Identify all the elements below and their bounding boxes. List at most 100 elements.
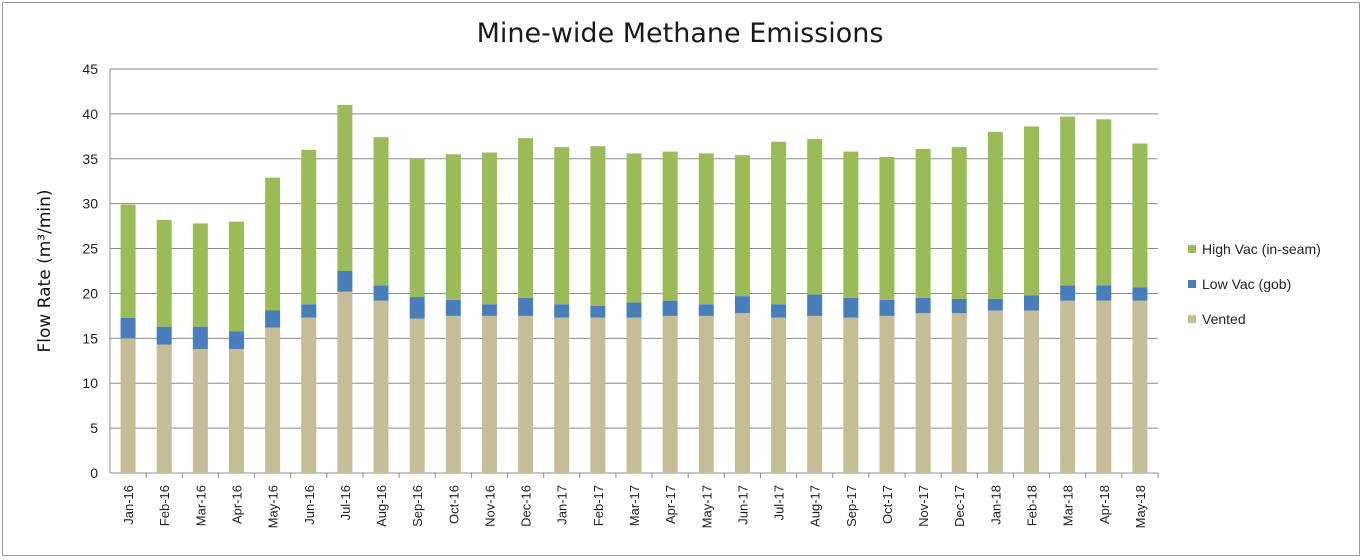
- bar-low-vac-gob: [120, 317, 136, 339]
- bar-high-vac-in-seam: [481, 152, 497, 305]
- bar-high-vac-in-seam: [915, 148, 931, 298]
- bar-low-vac-gob: [915, 297, 931, 314]
- x-tick-label: May-18: [1133, 485, 1148, 528]
- bar-vented: [915, 313, 931, 473]
- bar-vented: [518, 315, 534, 473]
- x-tick-label: Aug-17: [808, 485, 823, 527]
- bar-high-vac-in-seam: [445, 154, 461, 300]
- bar-high-vac-in-seam: [771, 141, 787, 305]
- bar-high-vac-in-seam: [554, 147, 570, 305]
- bar-high-vac-in-seam: [951, 147, 967, 299]
- bar-high-vac-in-seam: [228, 221, 244, 332]
- bar-vented: [626, 317, 642, 473]
- bar-vented: [662, 315, 678, 473]
- x-tick-label: Apr-16: [229, 485, 244, 524]
- bar-vented: [228, 349, 244, 473]
- legend-label-vented: Vented: [1202, 311, 1246, 327]
- y-tick-label: 0: [90, 465, 98, 481]
- bar-low-vac-gob: [987, 298, 1003, 311]
- bar-low-vac-gob: [409, 297, 425, 319]
- x-tick-label: Jan-17: [555, 485, 570, 525]
- bar-vented: [590, 317, 606, 473]
- bar-vented: [951, 313, 967, 473]
- bar-high-vac-in-seam: [1096, 119, 1112, 286]
- bar-vented: [1060, 300, 1076, 473]
- bar-vented: [373, 300, 389, 473]
- bar-low-vac-gob: [734, 296, 750, 314]
- y-tick-label: 20: [82, 285, 98, 301]
- bar-high-vac-in-seam: [301, 149, 317, 305]
- x-tick-label: Mar-17: [627, 485, 642, 526]
- x-tick-label: Apr-17: [663, 485, 678, 524]
- x-tick-label: Jul-16: [338, 485, 353, 520]
- legend-label-high-vac-in-seam: High Vac (in-seam): [1202, 241, 1321, 257]
- bar-high-vac-in-seam: [337, 104, 353, 272]
- bar-low-vac-gob: [626, 302, 642, 318]
- bar-vented: [445, 315, 461, 473]
- bar-low-vac-gob: [518, 297, 534, 316]
- x-tick-label: Jan-16: [121, 485, 136, 525]
- bar-high-vac-in-seam: [265, 177, 281, 311]
- bar-low-vac-gob: [843, 297, 859, 318]
- bar-vented: [807, 315, 823, 473]
- bar-vented: [734, 313, 750, 473]
- bar-high-vac-in-seam: [192, 223, 208, 327]
- x-tick-label: Feb-17: [591, 485, 606, 526]
- bar-vented: [301, 317, 317, 473]
- bar-vented: [987, 310, 1003, 473]
- bar-high-vac-in-seam: [626, 153, 642, 303]
- bar-low-vac-gob: [698, 304, 714, 316]
- bar-high-vac-in-seam: [734, 155, 750, 297]
- bar-high-vac-in-seam: [1024, 126, 1040, 296]
- bar-low-vac-gob: [951, 298, 967, 314]
- x-tick-label: Aug-16: [374, 485, 389, 527]
- x-tick-label: Nov-16: [482, 485, 497, 527]
- bar-low-vac-gob: [1096, 285, 1112, 301]
- y-tick-label: 5: [90, 420, 98, 436]
- bar-high-vac-in-seam: [662, 151, 678, 301]
- x-tick-label: Apr-18: [1097, 485, 1112, 524]
- legend-swatch-low-vac-gob: [1188, 280, 1196, 288]
- bar-low-vac-gob: [445, 299, 461, 316]
- bar-low-vac-gob: [554, 304, 570, 318]
- bar-vented: [1096, 300, 1112, 473]
- y-tick-label: 15: [82, 330, 98, 346]
- bar-vented: [843, 317, 859, 473]
- bar-low-vac-gob: [807, 294, 823, 316]
- bar-vented: [879, 315, 895, 473]
- bar-high-vac-in-seam: [843, 151, 859, 298]
- bar-vented: [554, 317, 570, 473]
- y-tick-label: 25: [82, 241, 98, 257]
- bar-high-vac-in-seam: [120, 204, 136, 318]
- x-tick-label: May-16: [266, 485, 281, 528]
- bar-low-vac-gob: [590, 306, 606, 318]
- bar-low-vac-gob: [1060, 285, 1076, 301]
- x-tick-label: May-17: [699, 485, 714, 528]
- bar-low-vac-gob: [1132, 287, 1148, 301]
- bar-low-vac-gob: [879, 299, 895, 316]
- bar-low-vac-gob: [156, 326, 172, 345]
- chart-title: Mine-wide Methane Emissions: [476, 18, 884, 49]
- legend-swatch-high-vac-in-seam: [1188, 245, 1196, 253]
- bar-vented: [1132, 300, 1148, 473]
- x-tick-label: Jun-16: [302, 485, 317, 525]
- bar-low-vac-gob: [265, 310, 281, 328]
- x-tick-label: Dec-17: [952, 485, 967, 527]
- bar-high-vac-in-seam: [987, 131, 1003, 299]
- bar-high-vac-in-seam: [518, 138, 534, 298]
- bar-low-vac-gob: [337, 271, 353, 292]
- bar-vented: [771, 317, 787, 473]
- x-tick-label: Nov-17: [916, 485, 931, 527]
- bar-vented: [192, 349, 208, 473]
- x-tick-label: Feb-18: [1025, 485, 1040, 526]
- x-tick-label: Jan-18: [988, 485, 1003, 525]
- bar-high-vac-in-seam: [879, 156, 895, 300]
- y-tick-label: 40: [82, 106, 98, 122]
- y-tick-label: 10: [82, 375, 98, 391]
- x-tick-label: Jun-17: [735, 485, 750, 525]
- bar-high-vac-in-seam: [807, 139, 823, 295]
- x-tick-label: Sep-16: [410, 485, 425, 527]
- bar-low-vac-gob: [228, 331, 244, 350]
- bar-vented: [337, 291, 353, 473]
